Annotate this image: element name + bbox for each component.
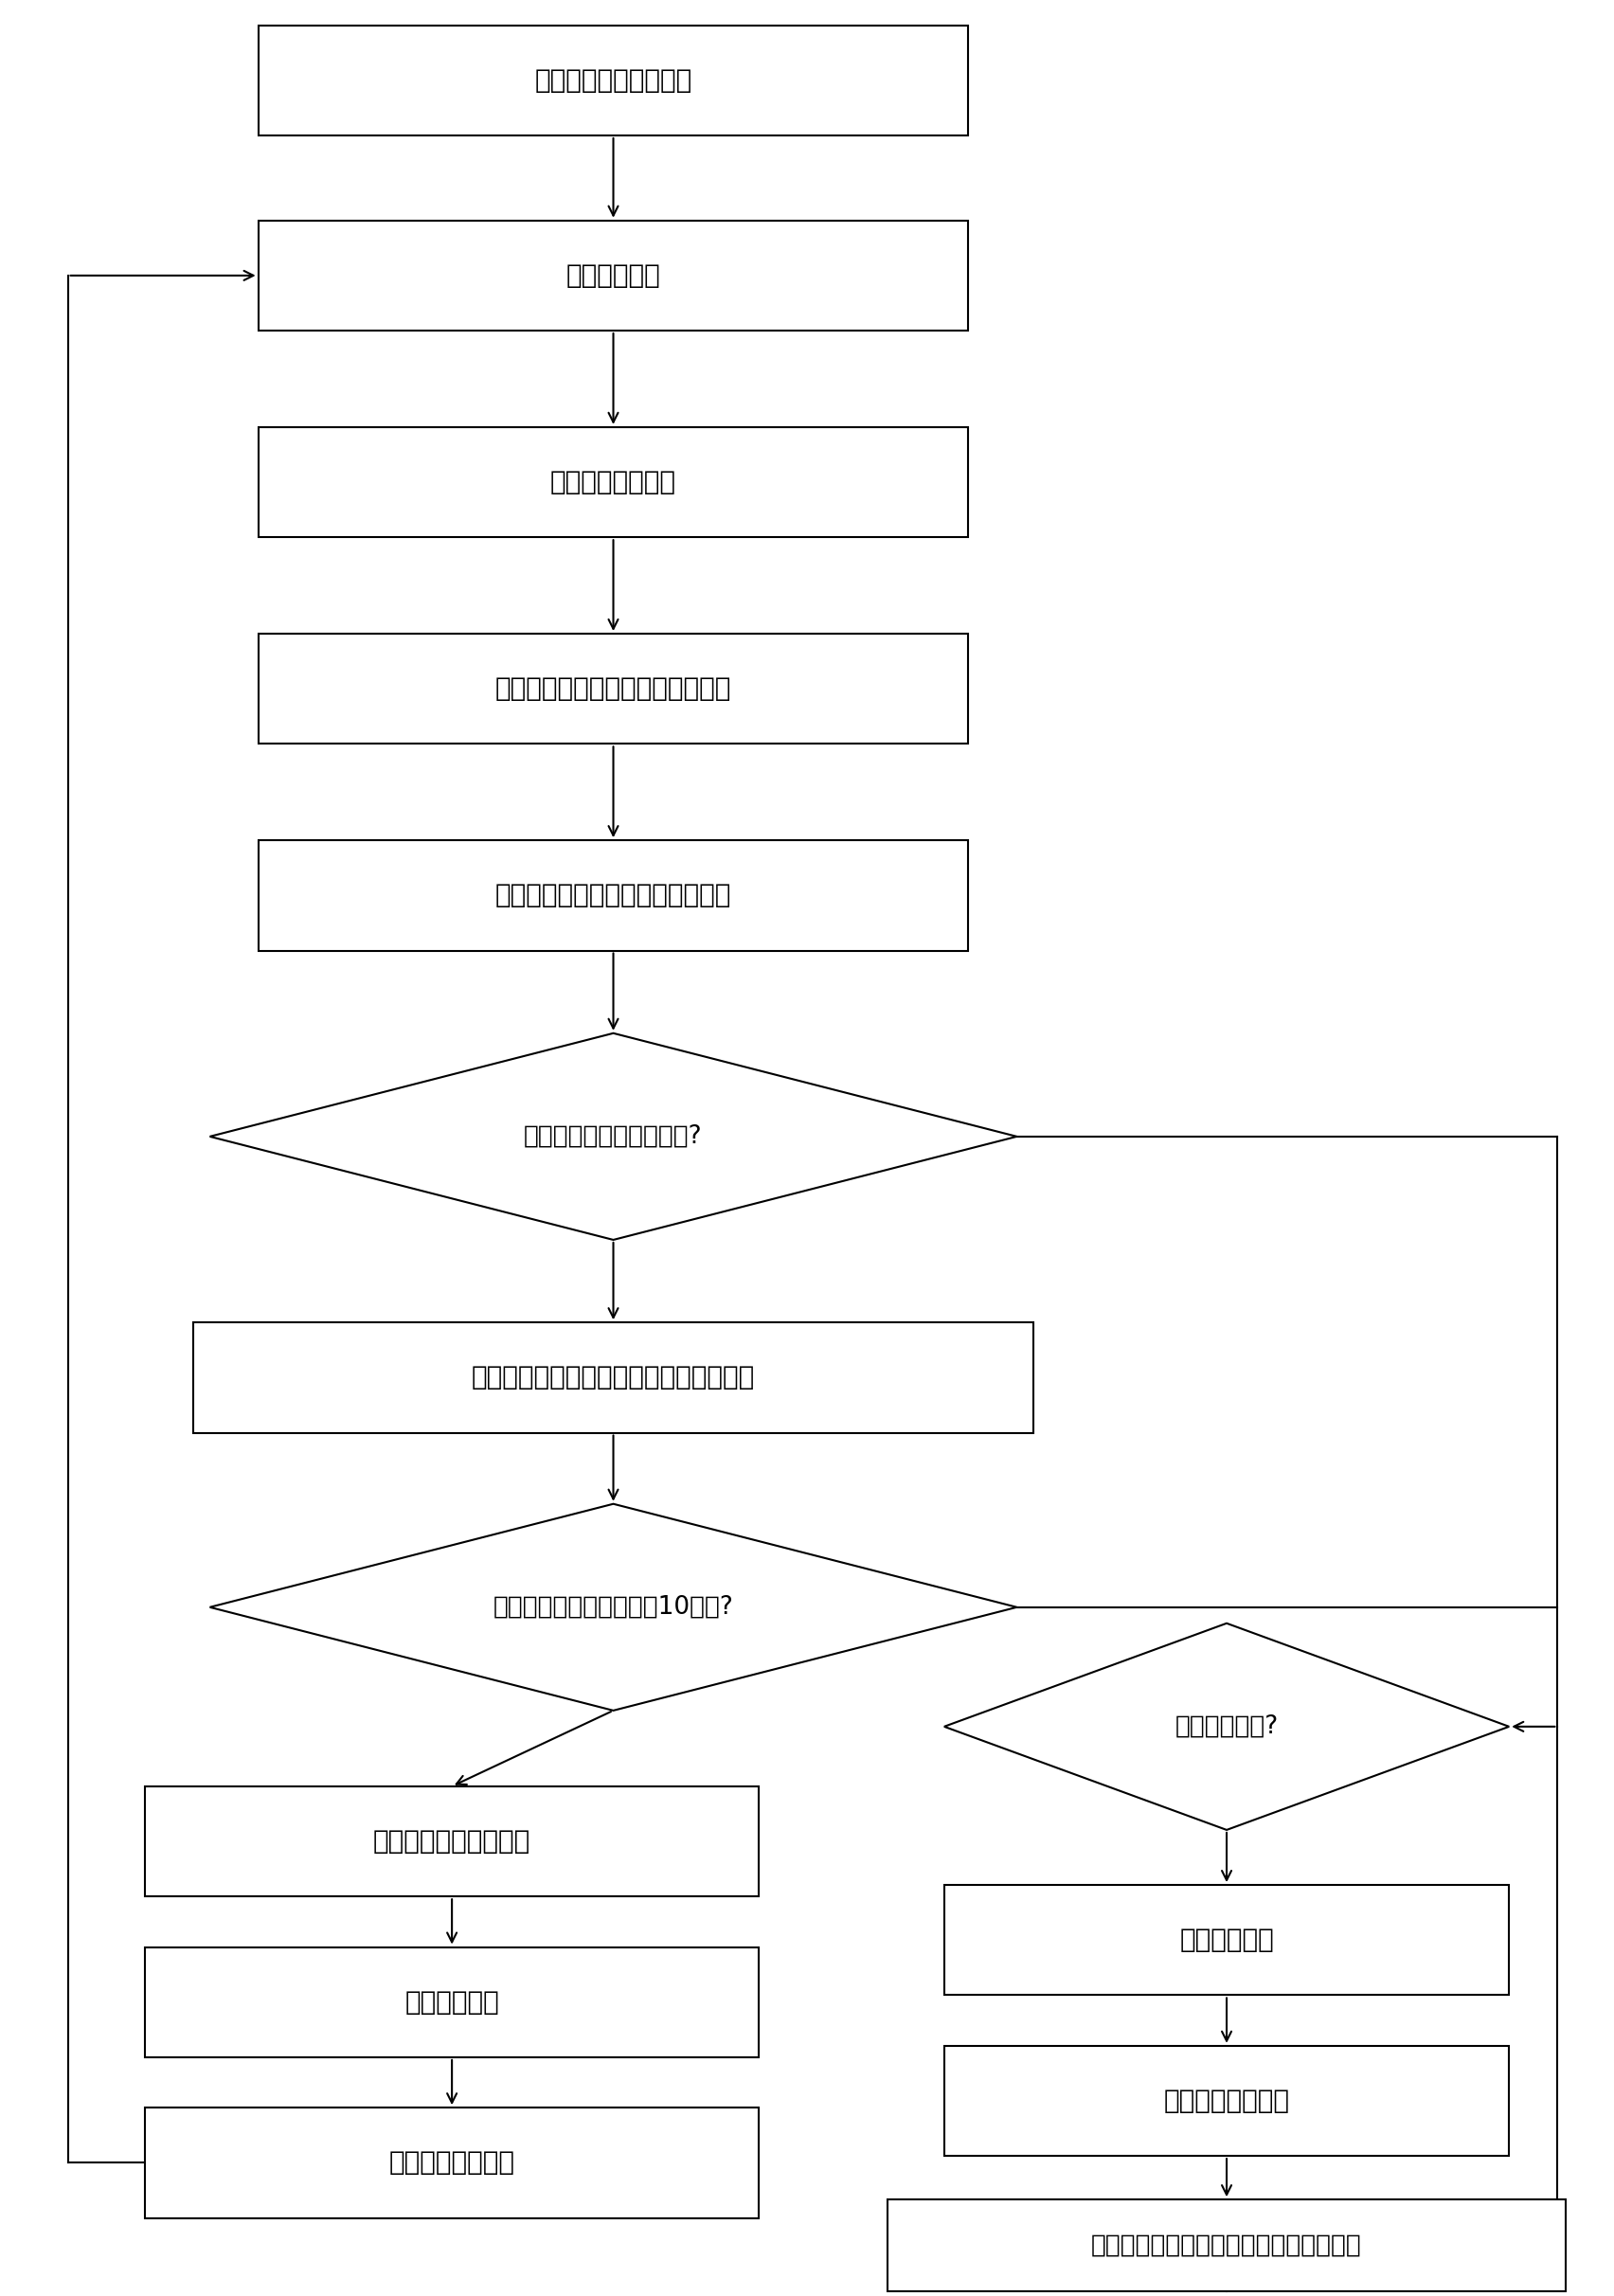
Text: 批次当前管段加一: 批次当前管段加一 [1164,2087,1290,2115]
FancyBboxPatch shape [145,2108,759,2218]
Polygon shape [944,1623,1509,1830]
FancyBboxPatch shape [145,1947,759,2057]
FancyBboxPatch shape [258,220,968,331]
Text: 分配新内存空间，按照当前管段加一计算: 分配新内存空间，按照当前管段加一计算 [471,1364,755,1391]
Polygon shape [210,1033,1017,1240]
Text: 备用存储复制到主存储: 备用存储复制到主存储 [373,1828,531,1855]
Text: 获取管段实时流速和当量管道长度: 获取管段实时流速和当量管道长度 [495,675,731,703]
Text: 遍历批次对象: 遍历批次对象 [567,262,660,289]
FancyBboxPatch shape [258,634,968,744]
Text: 里程大于当量管道长度么?: 里程大于当量管道长度么? [525,1125,702,1148]
Text: 里程大于当量管道长度＋10公里?: 里程大于当量管道长度＋10公里? [494,1596,733,1619]
Text: 清除备用存储: 清除备用存储 [405,1988,499,2016]
FancyBboxPatch shape [944,1885,1509,1995]
Text: 获取批次当前管段: 获取批次当前管段 [550,468,676,496]
Polygon shape [210,1504,1017,1711]
FancyBboxPatch shape [258,427,968,537]
FancyBboxPatch shape [258,840,968,951]
FancyBboxPatch shape [944,2046,1509,2156]
FancyBboxPatch shape [258,25,968,135]
Text: 记录判定管道长度，以修正当量管道长度: 记录判定管道长度，以修正当量管道长度 [1091,2234,1362,2257]
FancyBboxPatch shape [888,2200,1566,2291]
Text: 逐一更新管道模型对象: 逐一更新管道模型对象 [534,67,692,94]
FancyBboxPatch shape [194,1322,1033,1433]
FancyBboxPatch shape [145,1786,759,1896]
Text: 清除备用存储: 清除备用存储 [1180,1926,1273,1954]
Text: 密度变化判断?: 密度变化判断? [1175,1715,1278,1738]
Text: 批次当前管段加一: 批次当前管段加一 [389,2149,515,2177]
Text: 计算时间增量下的里程和混油长度: 计算时间增量下的里程和混油长度 [495,882,731,909]
